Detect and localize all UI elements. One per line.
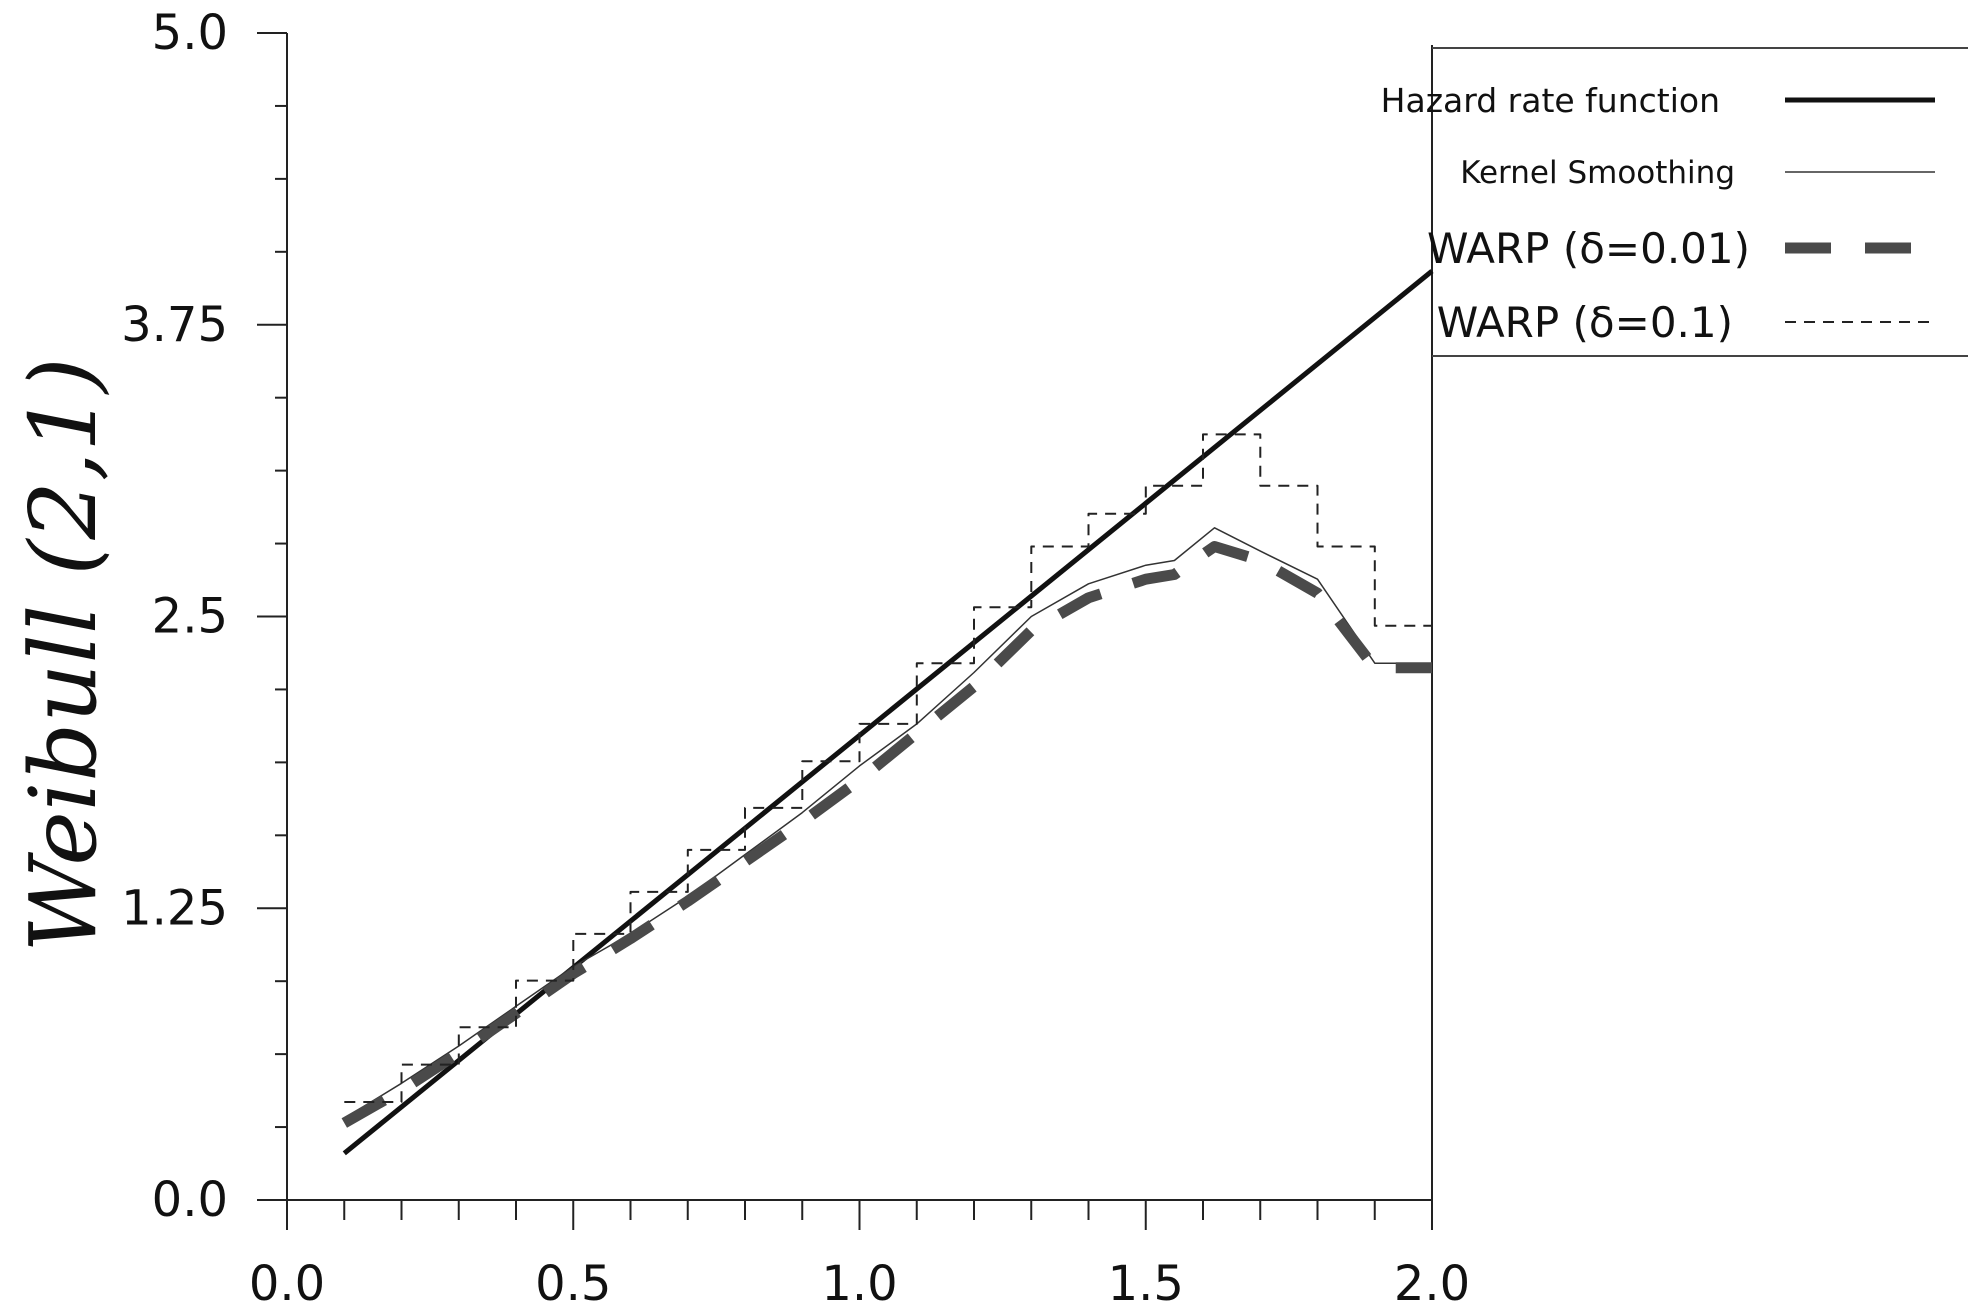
x-tick-label: 1.5: [1108, 1256, 1184, 1312]
y-tick-label: 3.75: [121, 297, 228, 353]
legend-label: WARP (δ=0.01): [1427, 224, 1750, 273]
y-axis: 0.0 1.25 2.5 3.75 5.0: [121, 5, 287, 1228]
x-tick-label: 0.0: [249, 1256, 325, 1312]
series-line-3: [341, 541, 1432, 1128]
legend-label: Hazard rate function: [1381, 81, 1720, 120]
series-line-4: [344, 433, 1432, 1103]
y-tick-label: 5.0: [152, 5, 228, 61]
x-tick-label: 0.5: [535, 1256, 611, 1312]
legend-label: Kernel Smoothing: [1460, 155, 1735, 191]
series-layer: [341, 269, 1434, 1156]
y-tick-label: 2.5: [152, 589, 228, 645]
legend-label: WARP (δ=0.1): [1437, 298, 1733, 347]
y-tick-label: 1.25: [121, 880, 228, 936]
x-tick-label: 2.0: [1394, 1256, 1470, 1312]
y-axis-label: Weibull (2,1): [10, 357, 117, 952]
series-line-2: [343, 527, 1432, 1119]
x-tick-label: 1.0: [821, 1256, 897, 1312]
x-axis: 0.0 0.5 1.0 1.5 2.0: [249, 1200, 1470, 1312]
series-line-1: [342, 269, 1434, 1156]
y-tick-label: 0.0: [152, 1172, 228, 1228]
legend: Hazard rate function Kernel Smoothing WARP…: [1381, 47, 1968, 357]
plot-frame: [262, 32, 1433, 1201]
